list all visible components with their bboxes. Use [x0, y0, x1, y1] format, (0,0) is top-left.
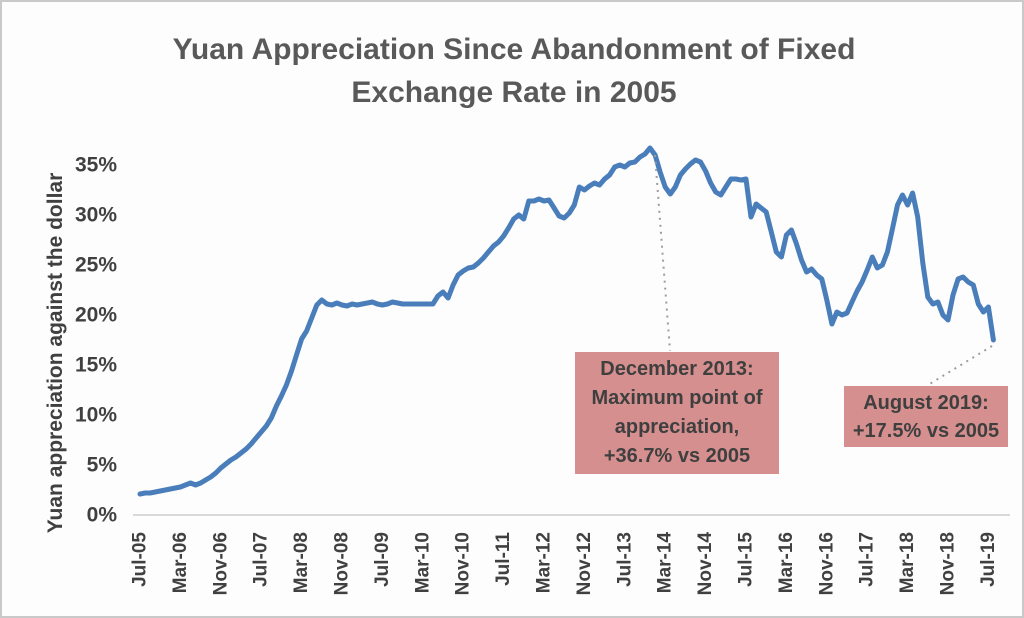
x-tick-label: Mar-14: [655, 532, 676, 594]
y-tick-label: 30%: [75, 204, 117, 227]
x-tick-label: Nov-16: [816, 532, 837, 595]
x-tick-label: Mar-10: [412, 532, 433, 593]
appreciation-line: [137, 145, 996, 497]
x-tick-label: Nov-12: [574, 532, 595, 595]
y-tick-label: 25%: [75, 254, 117, 277]
x-tick-label: Jul-05: [130, 532, 151, 587]
x-tick-label: Jul-19: [978, 532, 999, 587]
annotation-line: +36.7% vs 2005: [603, 445, 751, 467]
y-tick-label: 20%: [75, 304, 117, 327]
x-tick-label: Nov-18: [938, 532, 959, 595]
x-tick-label: Nov-10: [453, 532, 474, 595]
y-tick-label: 0%: [87, 504, 118, 527]
x-tick-label: Mar-12: [534, 532, 555, 593]
y-tick-label: 5%: [87, 454, 118, 477]
x-tick-label: Jul-07: [251, 532, 272, 587]
x-tick-label: Nov-14: [695, 532, 716, 596]
annotation-callout-aug-2019: August 2019: +17.5% vs 2005: [844, 386, 1008, 447]
x-tick-label: Mar-18: [897, 532, 918, 593]
annotation-callout-dec-2013: December 2013: Maximum point of appreciati…: [575, 352, 779, 474]
x-tick-label: Jul-09: [372, 532, 393, 587]
x-tick-label: Mar-06: [170, 532, 191, 593]
x-tick-label: Mar-08: [291, 532, 312, 593]
y-tick-label: 35%: [75, 154, 117, 177]
annotation-line: December 2013:: [600, 358, 754, 380]
x-tick-label: Jul-11: [493, 532, 514, 586]
annotation-line: appreciation,: [614, 416, 740, 438]
x-tick-label: Jul-15: [736, 532, 757, 587]
x-tick-label: Jul-17: [857, 532, 878, 587]
y-tick-label: 15%: [75, 354, 117, 377]
annotation-line: August 2019:: [863, 391, 989, 414]
leader-line-aug-2019: [927, 345, 993, 386]
x-tick-label: Mar-16: [776, 532, 797, 593]
leader-line-dec-2013: [654, 154, 671, 352]
x-tick-label: Nov-06: [210, 532, 231, 595]
x-tick-label: Nov-08: [332, 532, 353, 595]
annotation-line: +17.5% vs 2005: [852, 419, 1000, 442]
x-tick-label: Jul-13: [614, 532, 635, 587]
y-tick-label: 10%: [75, 404, 117, 427]
annotation-line: Maximum point of: [591, 387, 763, 409]
chart-title: Yuan Appreciation Since Abandonment of F…: [172, 33, 856, 109]
